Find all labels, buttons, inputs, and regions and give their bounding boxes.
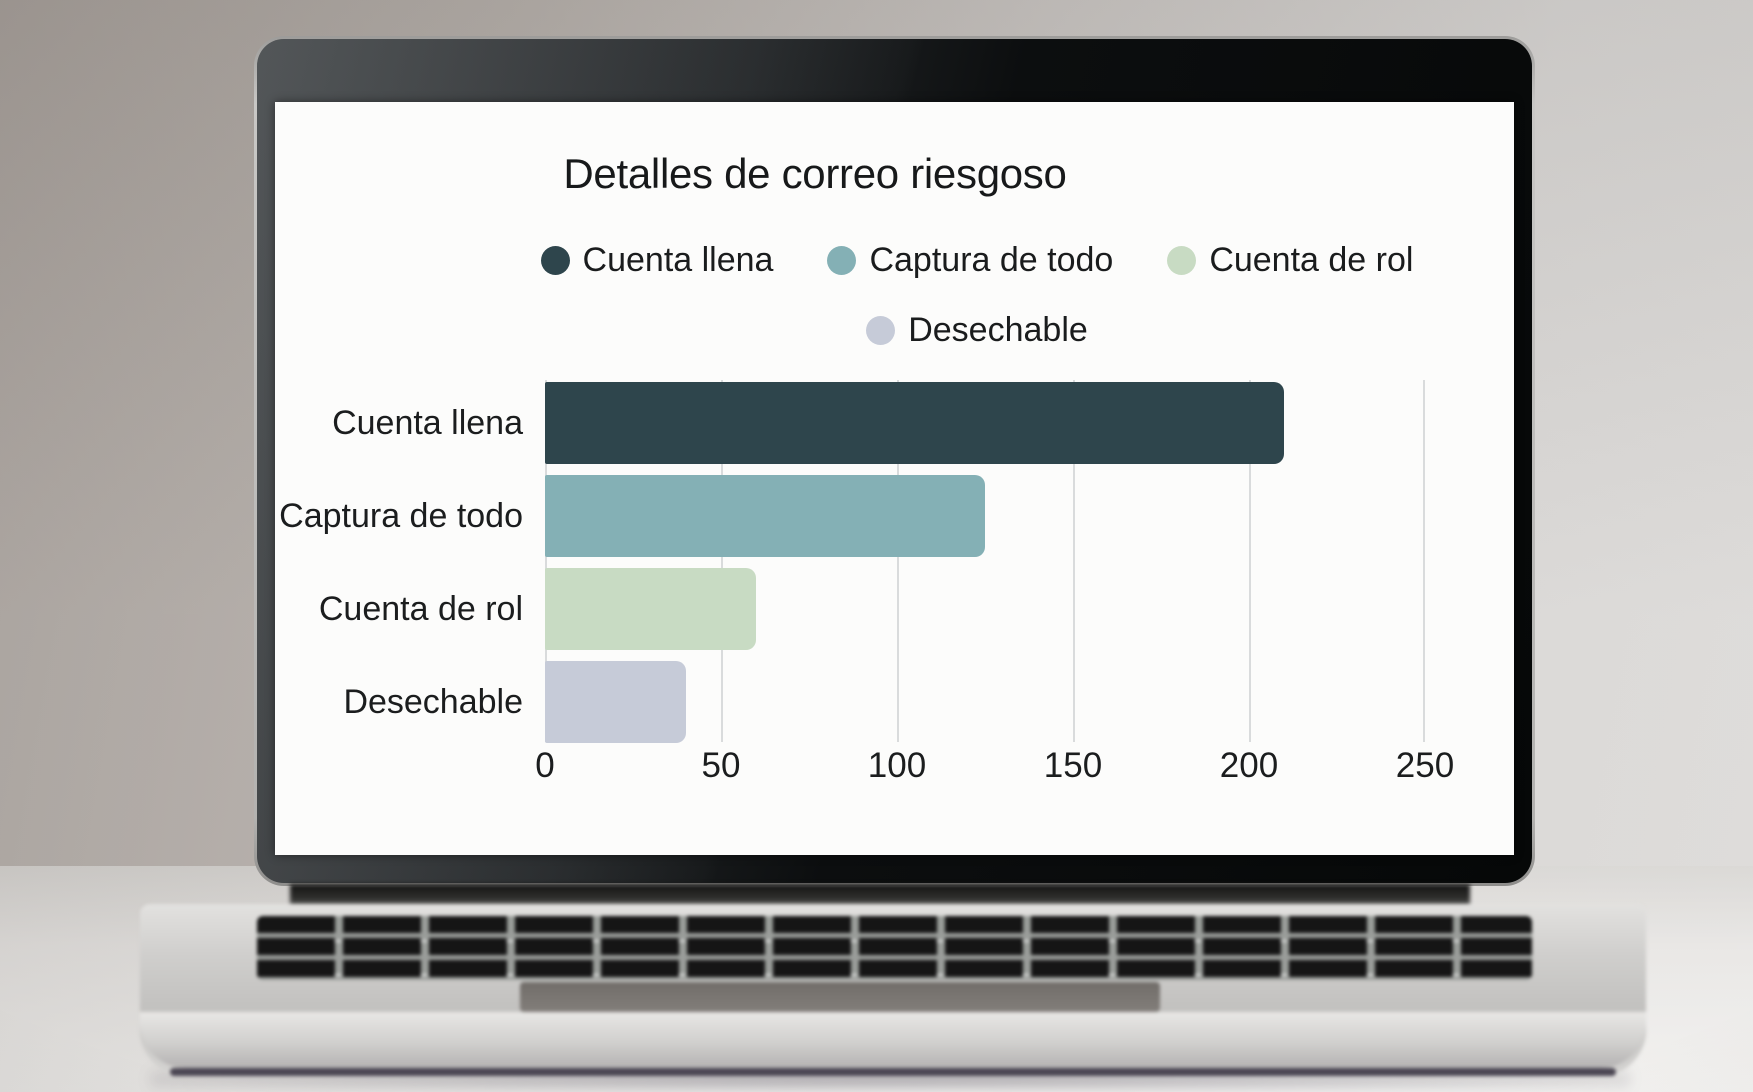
legend-dot-cuenta-llena (540, 245, 570, 275)
x-tick-100: 100 (867, 746, 927, 785)
laptop-lid: Detalles de correo riesgoso Cuenta llena… (254, 36, 1535, 886)
legend-dot-desechable (866, 315, 896, 345)
chart-legend-row-1: Cuenta llena Captura de todo Cuenta de r… (357, 238, 1514, 282)
x-tick-0: 0 (535, 746, 555, 785)
x-tick-150: 150 (1043, 746, 1103, 785)
x-tick-50: 50 (701, 746, 741, 785)
laptop-trackpad (520, 982, 1160, 1012)
category-label-desechable: Desechable (343, 683, 523, 721)
x-tick-250: 250 (1395, 746, 1455, 785)
laptop-front-edge (140, 1012, 1646, 1068)
legend-label: Captura de todo (869, 240, 1114, 279)
legend-label: Cuenta llena (582, 240, 774, 279)
x-tick-200: 200 (1219, 746, 1279, 785)
gridline-50 (721, 380, 723, 742)
legend-dot-captura-de-todo (827, 245, 857, 275)
chart-legend-row-2: Desechable (357, 308, 1514, 352)
x-axis: 0 50 100 150 200 250 (535, 744, 1454, 790)
category-label-cuenta-de-rol: Cuenta de rol (318, 590, 523, 628)
plot-area (545, 380, 1425, 743)
legend-item-desechable: Desechable (866, 311, 1088, 350)
bar-cuenta-llena (545, 382, 1285, 464)
legend-label: Desechable (908, 310, 1088, 349)
category-label-cuenta-llena: Cuenta llena (332, 404, 523, 442)
bar-desechable (545, 661, 686, 743)
gridline-150 (1073, 380, 1075, 742)
laptop-keyboard (257, 916, 1532, 980)
laptop-screen: Detalles de correo riesgoso Cuenta llena… (275, 102, 1514, 855)
gridline-200 (1249, 380, 1251, 742)
chart-title: Detalles de correo riesgoso (563, 150, 1067, 197)
legend-label: Cuenta de rol (1209, 240, 1414, 279)
laptop-base (140, 904, 1646, 1076)
laptop-screen-bezel: Detalles de correo riesgoso Cuenta llena… (257, 39, 1532, 883)
bar-cuenta-de-rol (545, 568, 757, 650)
gridline-0 (545, 380, 547, 742)
legend-dot-cuenta-de-rol (1167, 245, 1197, 275)
bar-captura-de-todo (545, 475, 985, 557)
laptop-base-shadow-line (170, 1068, 1616, 1076)
legend-item-cuenta-llena: Cuenta llena (540, 240, 774, 280)
gridline-250 (1423, 380, 1425, 742)
gridline-100 (897, 380, 899, 742)
legend-item-cuenta-de-rol: Cuenta de rol (1167, 241, 1413, 280)
legend-item-captura-de-todo: Captura de todo (827, 241, 1113, 280)
category-label-captura-de-todo: Captura de todo (279, 497, 523, 535)
